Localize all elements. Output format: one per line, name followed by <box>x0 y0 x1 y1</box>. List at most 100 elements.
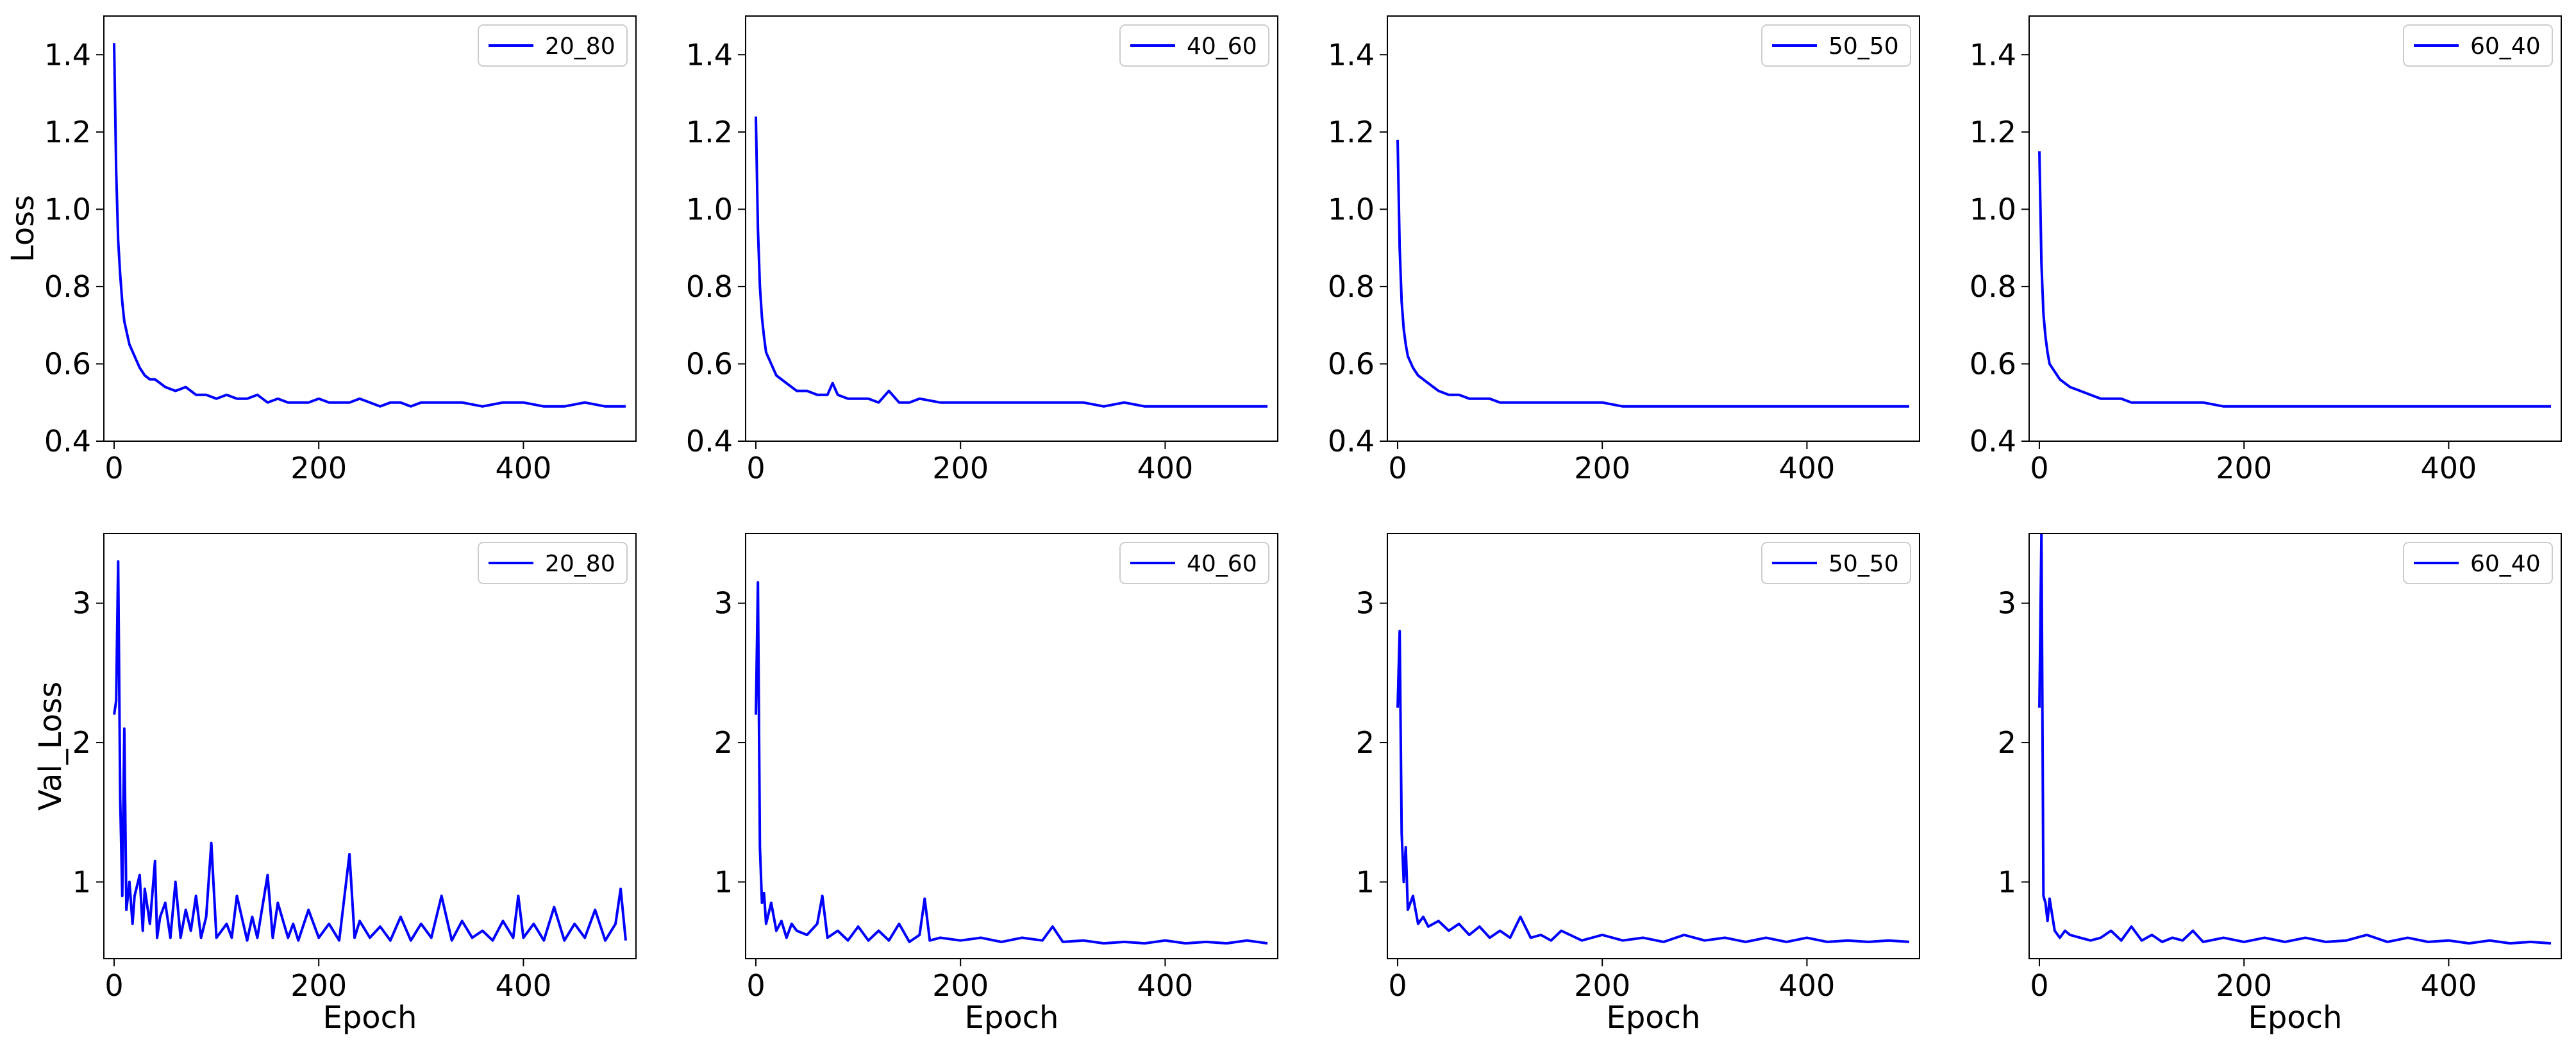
x-axis-label: Epoch <box>2248 1000 2343 1036</box>
x-tick-label: 200 <box>290 968 347 1003</box>
y-tick-label: 1.4 <box>1970 37 2016 72</box>
x-tick-label: 0 <box>746 451 765 485</box>
x-tick-label: 0 <box>1388 451 1407 485</box>
subplot-r0-c2: 0 200 400 0.4 0.6 0.8 1.0 1.2 1.4 50_50 <box>1328 15 1920 485</box>
y-tick-label: 1 <box>1356 864 1375 899</box>
series-line-20_80 <box>113 560 627 942</box>
legend-box <box>2403 542 2553 584</box>
y-tick-label: 1.0 <box>44 192 91 226</box>
y-tick-label: 1.4 <box>1328 37 1375 72</box>
x-tick-label: 400 <box>1779 451 1836 485</box>
x-tick-label: 200 <box>1574 968 1630 1003</box>
y-tick-label: 1 <box>72 864 91 899</box>
x-tick-label: 200 <box>1574 451 1630 485</box>
x-tick-label: 0 <box>2030 451 2048 485</box>
legend-label: 20_80 <box>545 33 615 60</box>
y-tick-label: 3 <box>1356 586 1375 621</box>
y-tick-label: 1.2 <box>44 115 91 149</box>
legend: 20_80 <box>478 24 628 67</box>
x-tick-label: 0 <box>105 968 123 1003</box>
y-tick-label: 3 <box>714 586 733 621</box>
x-tick-label: 400 <box>1779 968 1836 1003</box>
y-tick-label: 1.4 <box>44 37 91 72</box>
legend-label: 50_50 <box>1828 33 1899 60</box>
x-tick-label: 200 <box>2216 451 2272 485</box>
subplot-r1-c0: 0 200 400 1 2 3 Epoch Val_Loss 20_80 <box>33 533 637 1036</box>
y-axis-label: Loss <box>5 195 41 262</box>
series-line-50_50 <box>1396 139 1909 408</box>
x-tick-label: 200 <box>290 451 347 485</box>
legend: 60_40 <box>2403 542 2553 584</box>
y-tick-label: 0.8 <box>44 269 91 304</box>
x-tick-label: 400 <box>496 451 552 485</box>
y-tick-label: 2 <box>1998 725 2016 760</box>
series-line-20_80 <box>113 43 626 408</box>
axes-frame <box>745 533 1278 959</box>
axes-frame <box>103 533 637 959</box>
axes-frame <box>2028 15 2562 442</box>
legend-label: 20_80 <box>545 551 615 577</box>
legend-box <box>1761 24 1911 67</box>
axes-frame <box>745 15 1278 442</box>
y-tick-label: 3 <box>1998 586 2016 621</box>
legend: 20_80 <box>478 542 628 584</box>
x-tick-label: 200 <box>932 968 989 1003</box>
legend-label: 60_40 <box>2470 33 2541 60</box>
series-line-60_40 <box>2038 534 2552 945</box>
y-tick-label: 0.8 <box>1328 269 1375 304</box>
legend-box <box>2403 24 2553 67</box>
x-tick-label: 0 <box>746 968 765 1003</box>
x-axis-label: Epoch <box>323 1000 417 1036</box>
axes-frame <box>103 15 637 442</box>
x-tick-label: 0 <box>105 451 123 485</box>
x-axis-label: Epoch <box>1607 1000 1701 1036</box>
axes-frame <box>2028 533 2562 959</box>
legend-box <box>1119 542 1269 584</box>
legend-box <box>478 24 628 67</box>
y-tick-label: 0.6 <box>686 346 733 381</box>
subplot-r1-c3: 0 200 400 1 2 3 Epoch 60_40 <box>1998 533 2562 1036</box>
y-tick-label: 2 <box>1356 725 1375 760</box>
series-line-60_40 <box>2038 151 2551 408</box>
y-tick-label: 1 <box>714 864 733 899</box>
y-tick-label: 0.8 <box>686 269 733 304</box>
y-axis-label: Val_Loss <box>33 682 69 811</box>
series-line-40_60 <box>755 581 1268 945</box>
legend-label: 60_40 <box>2470 551 2541 577</box>
y-tick-label: 2 <box>714 725 733 760</box>
y-tick-label: 0.6 <box>1328 346 1375 381</box>
x-tick-label: 200 <box>2216 968 2272 1003</box>
legend: 40_60 <box>1119 24 1269 67</box>
subplot-r0-c0: 0 200 400 0.4 0.6 0.8 1.0 1.2 1.4 Loss 20_80 <box>5 15 637 485</box>
y-tick-label: 1.2 <box>1328 115 1375 149</box>
y-tick-label: 2 <box>72 725 91 760</box>
x-axis-label: Epoch <box>965 1000 1059 1036</box>
legend-label: 40_60 <box>1187 33 1257 60</box>
legend: 50_50 <box>1761 542 1911 584</box>
legend-box <box>1761 542 1911 584</box>
y-tick-label: 1.2 <box>1970 115 2016 149</box>
series-line-40_60 <box>755 116 1267 408</box>
y-tick-label: 1 <box>1998 864 2016 899</box>
legend-label: 50_50 <box>1828 551 1899 577</box>
y-tick-label: 0.8 <box>1970 269 2016 304</box>
y-tick-label: 0.6 <box>44 346 91 381</box>
x-tick-label: 0 <box>2030 968 2048 1003</box>
x-tick-label: 400 <box>2421 451 2477 485</box>
legend: 60_40 <box>2403 24 2553 67</box>
y-tick-label: 0.4 <box>1970 424 2016 458</box>
x-tick-label: 400 <box>496 968 552 1003</box>
y-tick-label: 0.4 <box>44 424 91 458</box>
x-tick-label: 400 <box>1137 451 1194 485</box>
subplot-r0-c3: 0 200 400 0.4 0.6 0.8 1.0 1.2 1.4 60_40 <box>1970 15 2562 485</box>
legend-box <box>478 542 628 584</box>
y-tick-label: 1.0 <box>686 192 733 226</box>
legend: 50_50 <box>1761 24 1911 67</box>
y-tick-label: 0.4 <box>1328 424 1375 458</box>
subplot-r1-c2: 0 200 400 1 2 3 Epoch 50_50 <box>1356 533 1920 1036</box>
subplot-r1-c1: 0 200 400 1 2 3 Epoch 40_60 <box>714 533 1278 1036</box>
axes-frame <box>1387 533 1920 959</box>
x-tick-label: 400 <box>2421 968 2477 1003</box>
x-tick-label: 0 <box>1388 968 1407 1003</box>
